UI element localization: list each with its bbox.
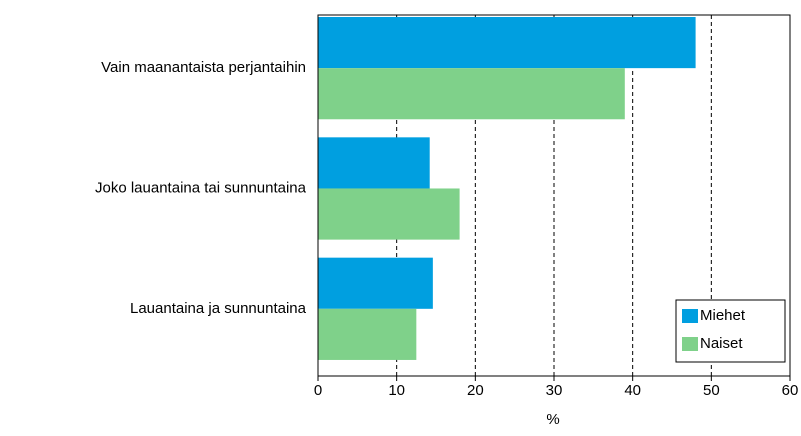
x-axis-label: % — [546, 411, 559, 428]
y-tick-label: Lauantaina ja sunnuntaina — [130, 300, 307, 317]
plot-frame — [317, 14, 791, 377]
x-tick-label: 0 — [314, 382, 322, 399]
bar — [318, 308, 417, 360]
bar — [318, 17, 696, 69]
x-tick-label: 10 — [388, 382, 405, 399]
x-tick-label: 60 — [782, 382, 799, 399]
bar — [318, 137, 430, 189]
x-tick-label: 20 — [467, 382, 484, 399]
legend-swatch — [682, 337, 698, 351]
bar — [318, 68, 625, 120]
y-tick-label: Joko lauantaina tai sunnuntaina — [95, 179, 307, 196]
legend-label: Naiset — [700, 335, 743, 352]
legend-label: Miehet — [700, 307, 746, 324]
y-tick-label: Vain maanantaista perjantaihin — [101, 59, 306, 76]
x-tick-label: 30 — [546, 382, 563, 399]
legend-swatch — [682, 309, 698, 323]
bar — [318, 188, 460, 240]
x-tick-label: 40 — [624, 382, 641, 399]
bar — [318, 257, 433, 309]
x-tick-label: 50 — [703, 382, 720, 399]
